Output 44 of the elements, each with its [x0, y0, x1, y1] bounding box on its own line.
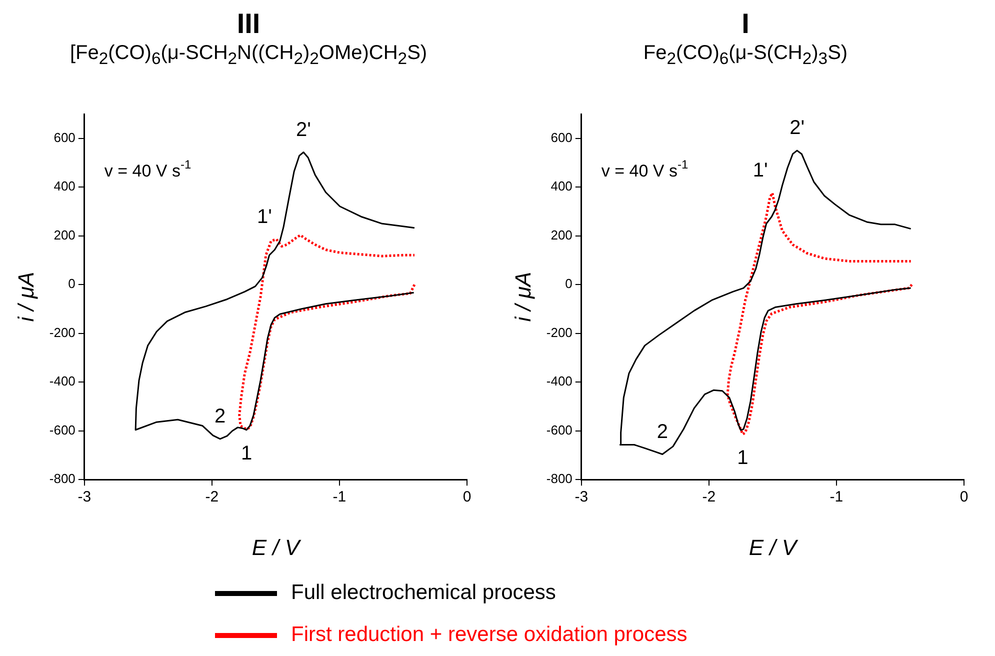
x-tick-label: -2: [205, 488, 219, 506]
annotation: 2: [214, 405, 226, 428]
y-tick-label: 600: [550, 130, 572, 145]
x-tick-label: -2: [702, 488, 716, 506]
y-tick-label: -200: [49, 324, 76, 340]
x-tick-label: -3: [574, 488, 588, 506]
text: [Fe$_{2}$(CO)$_{6}$(μ-SCH$_{2}$N((CH$_{2}$)$_{2}$OMe)CH$_{2}$S): [70, 42, 428, 68]
y-tick-label: 400: [550, 178, 572, 194]
annotation: 1': [752, 159, 768, 182]
y-tick-label: -200: [546, 324, 572, 340]
y-tick-label: -400: [49, 374, 76, 389]
y-tick-label: 200: [550, 227, 572, 242]
y-axis-title: i / μA: [13, 272, 38, 322]
y-tick-label: -400: [546, 374, 572, 389]
text: Fe$_{2}$(CO)$_{6}$(μ-S(CH$_{2}$)$_{3}$S): [643, 42, 848, 68]
annotation: 2: [656, 420, 668, 443]
chart-title: III: [236, 8, 262, 40]
x-axis-title: E / V: [748, 534, 799, 560]
y-tick-label: 200: [54, 227, 76, 242]
y-tick-label: -800: [49, 471, 76, 486]
chart-title: I: [740, 8, 750, 40]
annotation: 2': [790, 117, 805, 140]
x-tick-label: 0: [462, 488, 472, 506]
x-tick-label: -1: [332, 488, 346, 506]
annotation: 1': [257, 206, 272, 228]
annotation: 1: [737, 446, 748, 469]
y-tick-label: 400: [54, 178, 76, 194]
line-series: [238, 234, 416, 430]
x-tick-label: 0: [960, 488, 968, 506]
y-axis-title: i / μA: [510, 272, 536, 322]
annotation: 1: [240, 442, 252, 464]
x-axis-title: E / V: [252, 534, 302, 560]
x-tick-label: -1: [830, 488, 844, 506]
y-tick-label: -600: [546, 422, 572, 438]
y-tick-label: -600: [49, 422, 76, 438]
y-tick-label: -800: [546, 471, 572, 486]
y-tick-label: 0: [565, 276, 572, 292]
x-tick-label: -3: [78, 488, 92, 506]
y-tick-label: 600: [54, 130, 76, 145]
legend-label: Full electrochemical process: [291, 581, 556, 605]
annotation: 2': [296, 118, 311, 141]
line-series: [726, 192, 914, 436]
legend-label: First reduction + reverse oxidation process: [291, 623, 688, 647]
y-tick-label: 0: [68, 276, 76, 292]
